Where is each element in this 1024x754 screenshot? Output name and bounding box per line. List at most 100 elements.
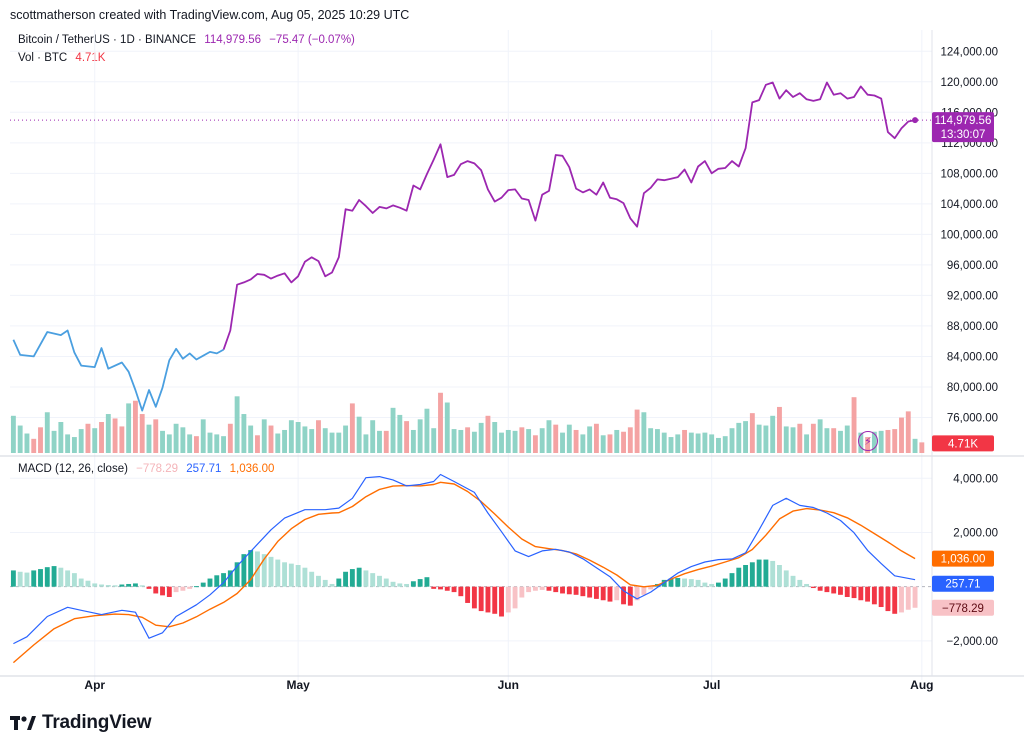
macd-badge-bg xyxy=(932,575,994,592)
macd-histogram-bar xyxy=(492,586,498,614)
macd-histogram-bar xyxy=(146,586,152,589)
macd-histogram-bar xyxy=(383,578,389,587)
volume-bar xyxy=(783,426,789,453)
volume-bar xyxy=(810,423,816,453)
macd-histogram-bar xyxy=(844,586,850,597)
macd-histogram-bar xyxy=(44,567,50,587)
macd-histogram-bar xyxy=(451,586,457,593)
time-tick-label: Aug xyxy=(910,678,933,692)
tradingview-logo: TradingView xyxy=(10,712,152,734)
macd-histogram-bar xyxy=(193,586,199,588)
volume-bar xyxy=(329,432,335,453)
volume-bar xyxy=(492,422,498,453)
volume-bar xyxy=(499,432,504,453)
macd-histogram-bar xyxy=(92,583,98,587)
macd-histogram-bar xyxy=(512,586,518,609)
macd-histogram-bar xyxy=(634,586,640,601)
macd-histogram-bar xyxy=(31,570,37,587)
signal-badge-bg xyxy=(932,550,994,567)
time-tick-label: May xyxy=(286,678,310,692)
volume-bar xyxy=(512,430,518,453)
volume-bar xyxy=(336,432,342,453)
histogram-badge: −778.29 xyxy=(932,599,994,616)
volume-bar xyxy=(682,429,687,453)
macd-histogram-bar xyxy=(336,578,342,587)
grid-layer xyxy=(0,30,1024,680)
volume-bar xyxy=(424,408,430,453)
volume-bar xyxy=(919,442,925,453)
macd-histogram-bar xyxy=(322,579,328,587)
macd-histogram-bar xyxy=(471,586,477,609)
macd-histogram-bar xyxy=(51,566,57,587)
macd-histogram-bar xyxy=(478,586,484,612)
macd-histogram-bar xyxy=(139,585,145,587)
macd-histogram-bar xyxy=(417,579,423,587)
lightning-icon[interactable]: ⚡ xyxy=(858,431,878,451)
macd-histogram-bar xyxy=(214,575,220,587)
volume-bar xyxy=(654,429,660,453)
macd-histogram-bar xyxy=(912,586,918,608)
volume-bar xyxy=(85,423,91,453)
macd-histogram-bar xyxy=(397,583,403,587)
volume-bar xyxy=(688,432,694,453)
volume-bar xyxy=(621,431,626,453)
volume-bar xyxy=(465,427,471,453)
macd-signal-line xyxy=(12,481,916,664)
volume-bar xyxy=(343,425,349,453)
volume-bar xyxy=(261,419,267,453)
macd-histogram-bar xyxy=(573,586,579,595)
macd-histogram-bar xyxy=(824,586,830,593)
macd-histogram-bar xyxy=(17,571,23,587)
macd-histogram-bar xyxy=(24,572,30,587)
volume-bar xyxy=(580,434,586,453)
macd-histogram-value: −778.29 xyxy=(136,463,179,475)
volume-bar xyxy=(207,432,213,453)
macd-histogram-bar xyxy=(390,581,396,587)
macd-histogram-bar xyxy=(499,586,504,617)
volume-bar xyxy=(478,422,484,453)
volume-bar xyxy=(234,396,240,453)
macd-histogram-bar xyxy=(268,556,274,587)
macd-badge: 257.71 xyxy=(932,575,994,592)
volume-bar xyxy=(17,425,23,453)
volume-bar xyxy=(831,428,837,453)
signal-badge: 1,036.00 xyxy=(932,550,994,567)
volume-bar xyxy=(383,430,389,453)
price-tick-label: 124,000.00 xyxy=(940,46,998,58)
volume-bar xyxy=(153,419,159,453)
macd-histogram-bar xyxy=(424,577,430,587)
volume-bar xyxy=(431,428,437,453)
volume-legend: Vol · BTC 4.71K xyxy=(18,52,110,64)
histogram-badge-text: −778.29 xyxy=(942,603,984,615)
price-badge-text: 13:30:07 xyxy=(941,129,986,141)
volume-bar xyxy=(180,427,186,453)
macd-histogram-bar xyxy=(465,586,471,603)
macd-histogram-bar xyxy=(132,583,138,587)
volume-bar xyxy=(824,428,830,453)
macd-histogram-bar xyxy=(105,585,111,587)
macd-histogram-bar xyxy=(566,586,572,595)
volume-bar xyxy=(878,430,884,453)
price-tick-label: 108,000.00 xyxy=(940,168,998,180)
volume-bar xyxy=(770,415,776,453)
volume-bar xyxy=(763,425,769,453)
volume-bar xyxy=(892,429,898,453)
price-tick-label: 120,000.00 xyxy=(940,77,998,89)
volume-label: Vol · BTC xyxy=(18,52,68,64)
volume-bar xyxy=(905,411,911,453)
price-tick-label: 84,000.00 xyxy=(947,351,998,363)
macd-histogram-bar xyxy=(458,586,464,597)
macd-histogram-bar xyxy=(777,565,782,587)
volume-bar xyxy=(126,403,132,453)
macd-histogram-bar xyxy=(729,573,735,587)
volume-bar xyxy=(790,427,796,453)
last-price-dot xyxy=(912,117,919,124)
macd-histogram-bar xyxy=(234,562,240,587)
volume-bar xyxy=(132,400,138,453)
macd-histogram-bar xyxy=(221,573,226,587)
macd-histogram-bar xyxy=(749,562,755,587)
volume-bar xyxy=(519,427,525,453)
macd-histogram-bar xyxy=(200,582,206,587)
macd-histogram-bar xyxy=(85,580,91,587)
